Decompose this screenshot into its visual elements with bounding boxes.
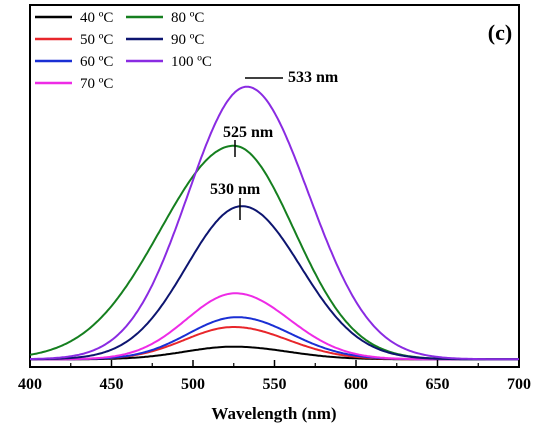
x-tick-label-0: 400 xyxy=(18,376,42,393)
annot-label-533: 533 nm xyxy=(288,69,339,86)
legend-label-4: 80 ºC xyxy=(171,10,204,26)
legend-label-5: 90 ºC xyxy=(171,32,204,48)
series-curves xyxy=(29,85,519,361)
series-line-1 xyxy=(30,326,519,361)
peak-annotations: 525 nm 530 nm 533 nm xyxy=(210,69,339,220)
x-tick-label-4: 600 xyxy=(344,376,368,393)
x-tick-label-6: 700 xyxy=(507,376,531,393)
x-axis-ticks: 400 450 500 550 600 650 700 xyxy=(18,360,531,393)
annot-label-525: 525 nm xyxy=(223,124,274,141)
panel-label: (c) xyxy=(488,20,512,45)
legend-label-2: 60 ºC xyxy=(80,54,113,70)
legend-label-3: 70 ºC xyxy=(80,76,113,92)
series-line-6 xyxy=(30,85,519,361)
x-axis-title: Wavelength (nm) xyxy=(211,404,336,423)
legend-label-1: 50 ºC xyxy=(80,32,113,48)
x-tick-label-3: 550 xyxy=(263,376,287,393)
x-tick-label-2: 500 xyxy=(181,376,205,393)
annot-label-530: 530 nm xyxy=(210,181,261,198)
legend-label-0: 40 ºC xyxy=(80,10,113,26)
x-tick-label-5: 650 xyxy=(426,376,450,393)
legend-label-6: 100 ºC xyxy=(171,54,212,70)
series-line-5 xyxy=(30,205,519,361)
x-tick-label-1: 450 xyxy=(100,376,124,393)
legend: 40 ºC 50 ºC 60 ºC 70 ºC 80 ºC 90 ºC 100 ºC xyxy=(35,10,212,92)
